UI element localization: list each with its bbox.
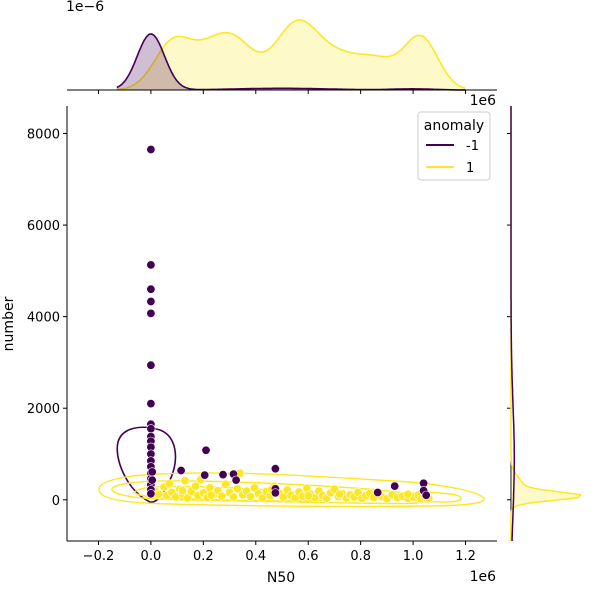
- point-anomaly-neg1: [421, 490, 431, 500]
- x-tick-label: 0.2: [193, 549, 214, 564]
- point-anomaly-neg1: [146, 308, 156, 318]
- legend-title: anomaly: [424, 118, 484, 134]
- point-anomaly-neg1: [146, 284, 156, 294]
- top-density-fill-anomaly-neg1: [116, 34, 466, 90]
- main-scatter-plot: −0.2 0.0 0.2 0.4 0.6 0.8 1.0 1.2 0 2000 4000 6000 80…: [27, 106, 497, 564]
- point-anomaly-neg1: [200, 470, 210, 480]
- y-axis-label: number: [1, 296, 17, 351]
- point-anomaly-1: [154, 489, 164, 499]
- point-anomaly-1: [303, 491, 313, 501]
- point-anomaly-1: [180, 476, 190, 486]
- point-anomaly-neg1: [146, 260, 156, 270]
- top-density-line-anomaly-1: [116, 19, 466, 91]
- legend-entry-label: -1: [466, 139, 479, 154]
- point-anomaly-1: [232, 484, 242, 494]
- point-anomaly-neg1: [147, 475, 157, 485]
- point-anomaly-neg1: [201, 445, 211, 455]
- contour-anomaly-neg1: [116, 426, 177, 503]
- point-anomaly-neg1: [146, 489, 156, 499]
- point-anomaly-1: [221, 479, 231, 489]
- point-anomaly-1: [183, 493, 193, 503]
- point-anomaly-neg1: [176, 465, 186, 475]
- top-density-fill-anomaly-1: [116, 20, 466, 90]
- x-scale-label: 1e6: [470, 569, 497, 585]
- point-anomaly-1: [335, 489, 345, 499]
- point-anomaly-neg1: [146, 424, 156, 434]
- scatter-points: [146, 145, 434, 504]
- right-density-line-anomaly-neg1: [510, 106, 516, 541]
- y-tick-label: 8000: [27, 127, 60, 142]
- point-anomaly-neg1: [270, 488, 280, 498]
- point-anomaly-1: [217, 491, 227, 501]
- point-anomaly-neg1: [270, 464, 280, 474]
- point-anomaly-neg1: [146, 399, 156, 409]
- x-tick-label: 1.2: [455, 549, 476, 564]
- y-tick-label: 6000: [27, 219, 60, 234]
- legend-entry-label: 1: [466, 161, 474, 176]
- x-tick-label: 0.4: [245, 549, 266, 564]
- point-anomaly-1: [191, 481, 201, 491]
- legend: anomaly -1 1: [417, 111, 491, 181]
- point-anomaly-neg1: [390, 481, 400, 491]
- top-density-scale-label: 1e−6: [66, 0, 104, 15]
- point-anomaly-1: [164, 479, 174, 489]
- point-anomaly-neg1: [146, 296, 156, 306]
- y-tick-label: 2000: [27, 402, 60, 417]
- point-anomaly-1: [229, 492, 239, 502]
- point-anomaly-neg1: [218, 470, 228, 480]
- right-density-fill-anomaly-1: [511, 106, 581, 541]
- top-marginal-density: [67, 19, 497, 94]
- main-axes: −0.2 0.0 0.2 0.4 0.6 0.8 1.0 1.2 0 2000 4000 6000 80…: [27, 106, 497, 564]
- x-tick-label: 0.0: [141, 549, 162, 564]
- point-anomaly-1: [403, 489, 413, 499]
- point-anomaly-1: [246, 492, 256, 502]
- point-anomaly-neg1: [231, 475, 241, 485]
- x-tick-label: 0.8: [350, 549, 371, 564]
- point-anomaly-1: [177, 486, 187, 496]
- right-density-scale-label: 1e6: [470, 93, 497, 109]
- y-tick-label: 4000: [27, 311, 60, 326]
- x-axis-label: N50: [267, 570, 295, 586]
- y-tick-label: 0: [52, 494, 60, 509]
- right-marginal-density: [507, 106, 583, 541]
- point-anomaly-neg1: [373, 487, 383, 497]
- point-anomaly-neg1: [147, 467, 157, 477]
- x-tick-label: 1.0: [403, 549, 424, 564]
- top-density-line-anomaly-neg1: [116, 33, 466, 91]
- point-anomaly-1: [206, 490, 216, 500]
- x-tick-label: 0.6: [298, 549, 319, 564]
- x-tick-label: −0.2: [83, 549, 115, 564]
- point-anomaly-neg1: [146, 145, 156, 155]
- right-density-line-anomaly-1: [510, 106, 583, 541]
- point-anomaly-neg1: [146, 360, 156, 370]
